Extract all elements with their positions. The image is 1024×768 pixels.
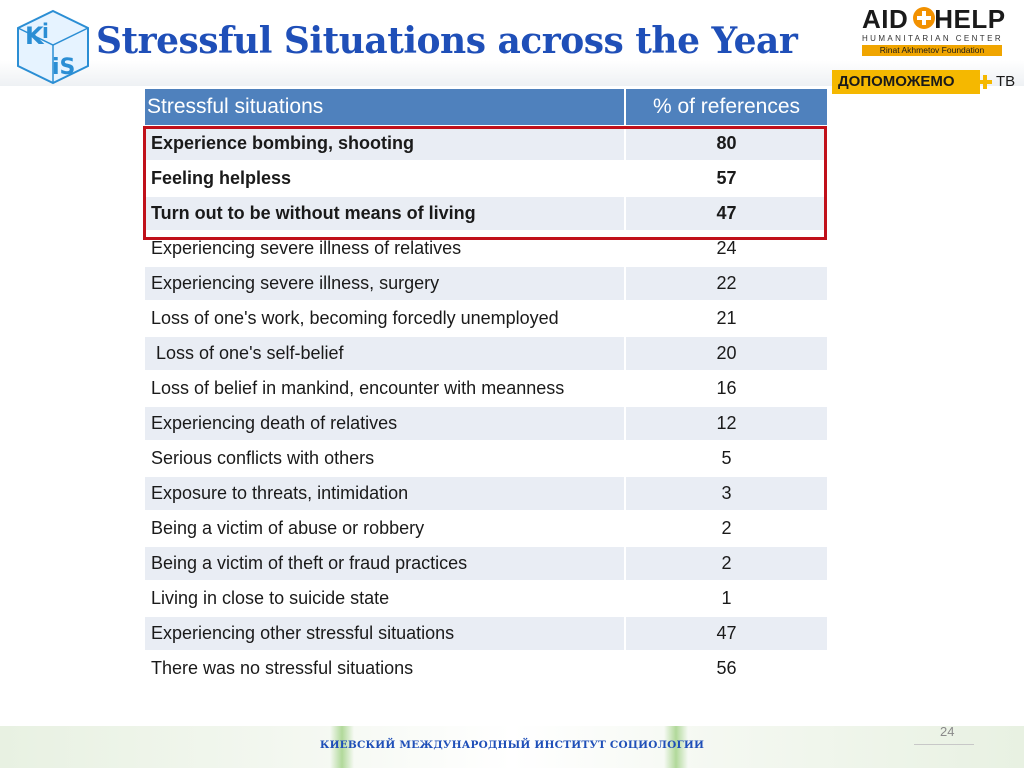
page-number-rule xyxy=(914,744,974,745)
situation-cell: Being a victim of theft or fraud practic… xyxy=(143,545,626,582)
plus-icon xyxy=(978,75,992,89)
table-row: Feeling helpless 57 xyxy=(143,160,829,197)
slide-title: Stressful Situations across the Year xyxy=(96,20,798,62)
situation-cell: Living in close to suicide state xyxy=(143,580,626,617)
percent-cell: 47 xyxy=(624,195,829,232)
percent-cell: 47 xyxy=(624,615,829,652)
percent-cell: 1 xyxy=(624,580,829,617)
aid-help-logo: AID HELP HUMANITARIAN CENTER Rinat Akhmet… xyxy=(856,4,1008,56)
situation-cell: Serious conflicts with others xyxy=(143,440,626,477)
institute-name: КИЕВСКИЙ МЕЖДУНАРОДНЫЙ ИНСТИТУТ СОЦИОЛОГ… xyxy=(319,739,705,751)
situation-cell: Turn out to be without means of living xyxy=(143,195,626,232)
footer-band xyxy=(0,726,1024,768)
percent-cell: 56 xyxy=(624,650,829,687)
table-row: Loss of one's work, becoming forcedly un… xyxy=(143,300,829,337)
table-row: Living in close to suicide state 1 xyxy=(143,580,829,617)
situation-cell: Experiencing death of relatives xyxy=(143,405,626,442)
situation-cell: Experiencing severe illness, surgery xyxy=(143,265,626,302)
footer-accent-left xyxy=(330,726,354,768)
percent-cell: 5 xyxy=(624,440,829,477)
table-row: Loss of one's self-belief 20 xyxy=(143,335,829,372)
situation-cell: Loss of one's work, becoming forcedly un… xyxy=(143,300,626,337)
percent-cell: 2 xyxy=(624,510,829,547)
percent-cell: 3 xyxy=(624,475,829,512)
table-row: Serious conflicts with others 5 xyxy=(143,440,829,477)
situation-cell: Loss of belief in mankind, encounter wit… xyxy=(143,370,626,407)
situation-cell: Exposure to threats, intimidation xyxy=(143,475,626,512)
table-row: Experiencing severe illness of relatives… xyxy=(143,230,829,267)
table-row: Experiencing other stressful situations 4… xyxy=(143,615,829,652)
percent-cell: 16 xyxy=(624,370,829,407)
situation-cell: Being a victim of abuse or robbery xyxy=(143,510,626,547)
situation-cell: Experiencing other stressful situations xyxy=(143,615,626,652)
foundation-label: Rinat Akhmetov Foundation xyxy=(862,45,1002,56)
percent-cell: 80 xyxy=(624,125,829,162)
situation-cell: Feeling helpless xyxy=(143,160,626,197)
help-word: HELP xyxy=(934,4,1006,34)
situation-cell: Loss of one's self-belief xyxy=(143,335,626,372)
promo-banner: ДОПОМОЖЕМО ТВ xyxy=(832,70,1024,94)
table-row: Being a victim of theft or fraud practic… xyxy=(143,545,829,582)
promo-suffix: ТВ xyxy=(996,73,1016,90)
percent-cell: 24 xyxy=(624,230,829,267)
aid-word: AID xyxy=(862,4,909,34)
page-number: 24 xyxy=(940,724,955,739)
table-row: Experiencing death of relatives 12 xyxy=(143,405,829,442)
svg-text:iS: iS xyxy=(52,55,75,80)
column-header-percent: % of references xyxy=(624,87,829,127)
plus-cross-icon xyxy=(913,7,935,29)
percent-cell: 21 xyxy=(624,300,829,337)
table-header-row: Stressful situations % of references xyxy=(143,87,829,127)
situation-cell: Experience bombing, shooting xyxy=(143,125,626,162)
situation-cell: Experiencing severe illness of relatives xyxy=(143,230,626,267)
table-row: Exposure to threats, intimidation 3 xyxy=(143,475,829,512)
table-row: Loss of belief in mankind, encounter wit… xyxy=(143,370,829,407)
table-row: There was no stressful situations 56 xyxy=(143,650,829,687)
percent-cell: 2 xyxy=(624,545,829,582)
stressful-situations-table: Stressful situations % of references Exp… xyxy=(143,87,829,687)
table-row: Being a victim of abuse or robbery 2 xyxy=(143,510,829,547)
percent-cell: 22 xyxy=(624,265,829,302)
table-row: Experience bombing, shooting 80 xyxy=(143,125,829,162)
promo-label: ДОПОМОЖЕМО xyxy=(832,70,980,94)
svg-text:K: K xyxy=(25,22,45,50)
table-row: Experiencing severe illness, surgery 22 xyxy=(143,265,829,302)
kiis-logo: K i iS xyxy=(17,9,89,85)
column-header-situation: Stressful situations xyxy=(143,87,626,127)
situation-cell: There was no stressful situations xyxy=(143,650,626,687)
table-row: Turn out to be without means of living 47 xyxy=(143,195,829,232)
percent-cell: 57 xyxy=(624,160,829,197)
footer-accent-right xyxy=(664,726,688,768)
aid-help-subtitle: HUMANITARIAN CENTER xyxy=(862,34,1004,43)
percent-cell: 20 xyxy=(624,335,829,372)
percent-cell: 12 xyxy=(624,405,829,442)
svg-text:i: i xyxy=(42,19,49,43)
aid-help-wordmark: AID HELP xyxy=(862,4,1006,34)
